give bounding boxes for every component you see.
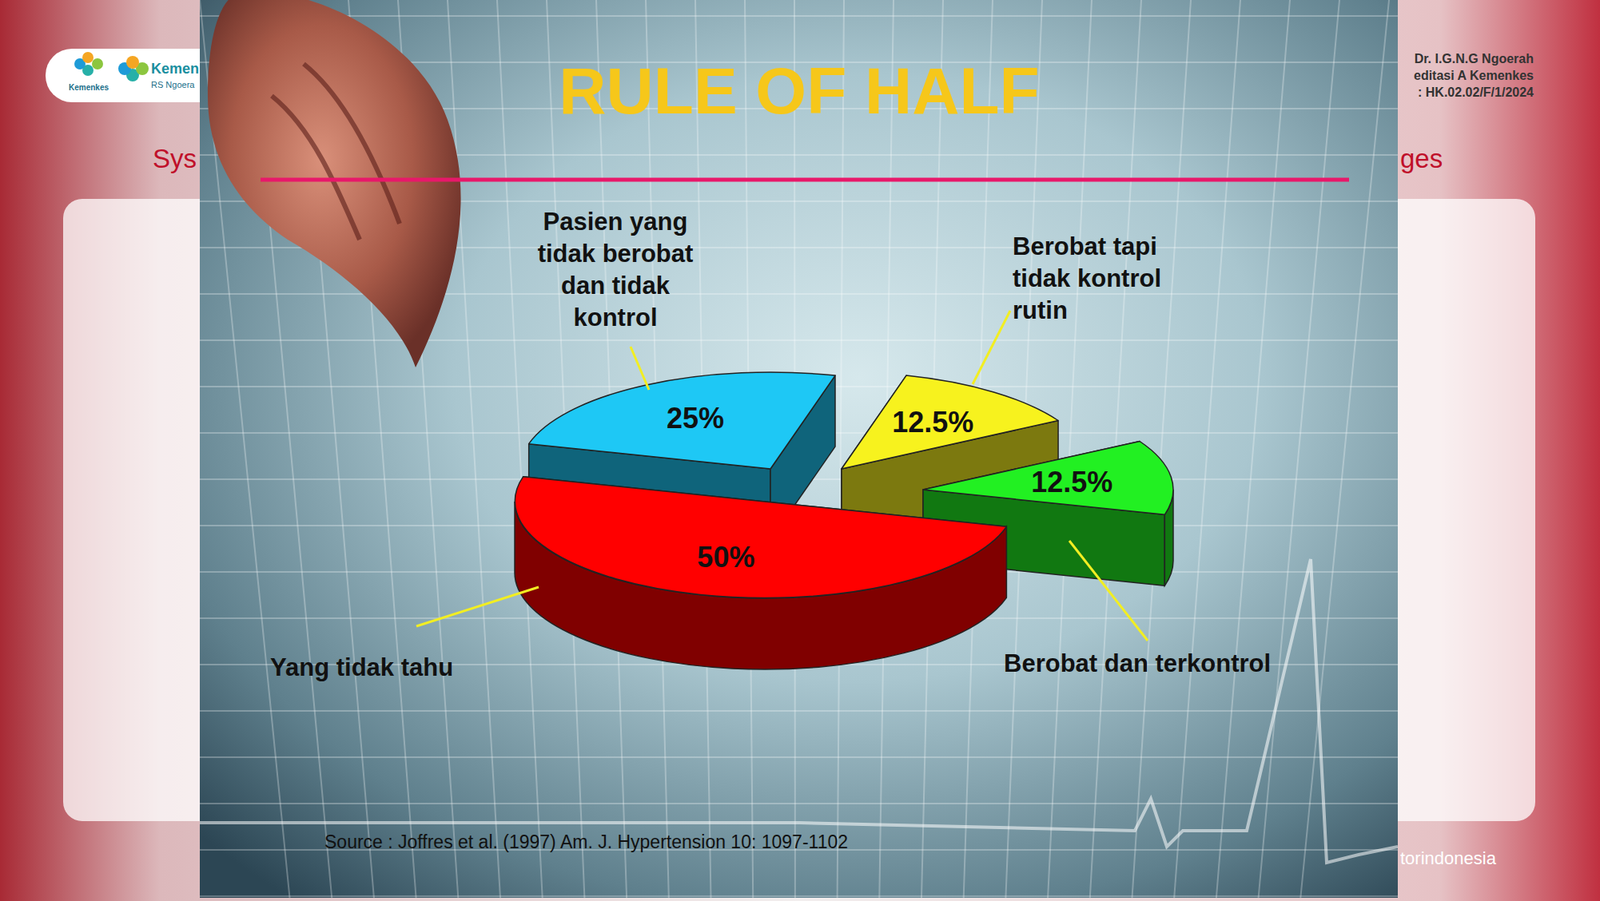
leader-line [1069, 541, 1148, 641]
decor-line [1300, 0, 1390, 899]
logo-dot [126, 55, 140, 69]
pie [514, 372, 1174, 670]
category-label-line: kontrol [573, 303, 657, 332]
category-label-line: Pasien yang [543, 207, 689, 236]
decor-line [199, 339, 1398, 342]
decor-line [199, 756, 1398, 759]
decor-line [837, 0, 844, 899]
leader-line [630, 346, 649, 391]
slice-top [529, 372, 836, 470]
decor-line [1258, 0, 1340, 899]
title-rule [260, 178, 1350, 183]
decor-line [1174, 0, 1241, 899]
category-label-line: Berobat tapi [1012, 232, 1158, 261]
data-label: 25% [666, 401, 725, 435]
slice-top [514, 477, 1007, 599]
footer-right: torindonesia [1400, 848, 1497, 869]
category-label: Berobat tapi tidak kontrol rutin [1012, 232, 1162, 325]
header-right: editasi A Kemenkes [1413, 68, 1534, 83]
decor-line [447, 0, 501, 899]
source: Source : Joffres et al. (1997) Am. J. Hy… [324, 831, 848, 853]
data-label: 50% [696, 541, 755, 574]
heart-illustration [207, 0, 462, 368]
header-right: Dr. I.G.N.G Ngoerah [1414, 51, 1534, 66]
page: Kemenkes Kemen RS Ngoera Sys ges Dr. I.G.N.G … [0, 0, 1600, 901]
category-label-line: tidak berobat [537, 239, 694, 268]
logo-dot [82, 51, 94, 64]
decor-line [199, 15, 1398, 17]
decor-line [199, 803, 1398, 805]
slide [199, 0, 1398, 899]
category-label: Yang tidak tahu [270, 653, 454, 682]
heart-detail [271, 63, 400, 240]
slice [514, 477, 1007, 670]
leader-line [972, 310, 1011, 385]
category-label-line: dan tidak [561, 271, 671, 300]
decor-line [1216, 0, 1290, 899]
slice-top [923, 441, 1174, 516]
category-label-line: rutin [1012, 296, 1068, 325]
slice-top [841, 375, 1059, 470]
category-label-line: Yang tidak tahu [270, 653, 454, 682]
category-label: Pasien yang tidak berobat dan tidak kontrol [537, 207, 694, 332]
decor-line [199, 710, 1398, 713]
category-label-line: Berobat dan terkontrol [1003, 649, 1271, 678]
data-label: 12.5% [891, 405, 974, 439]
category-label-line: tidak kontrol [1012, 264, 1162, 293]
heading-left: Sys [152, 143, 197, 174]
data-label: 12.5% [1030, 465, 1113, 499]
logo-name: Kemen [151, 60, 200, 77]
decor-line [199, 895, 1398, 898]
header-right: : HK.02.02/F/1/2024 [1417, 85, 1534, 100]
logo-caption: Kemenkes [68, 83, 109, 92]
heading-right: ges [1400, 143, 1443, 174]
title: RULE OF HALF [558, 54, 1039, 128]
leader-line [416, 587, 539, 627]
category-label: Berobat dan terkontrol [1003, 649, 1271, 678]
logo-subname: RS Ngoera [151, 79, 196, 90]
logo-dot [91, 58, 104, 70]
